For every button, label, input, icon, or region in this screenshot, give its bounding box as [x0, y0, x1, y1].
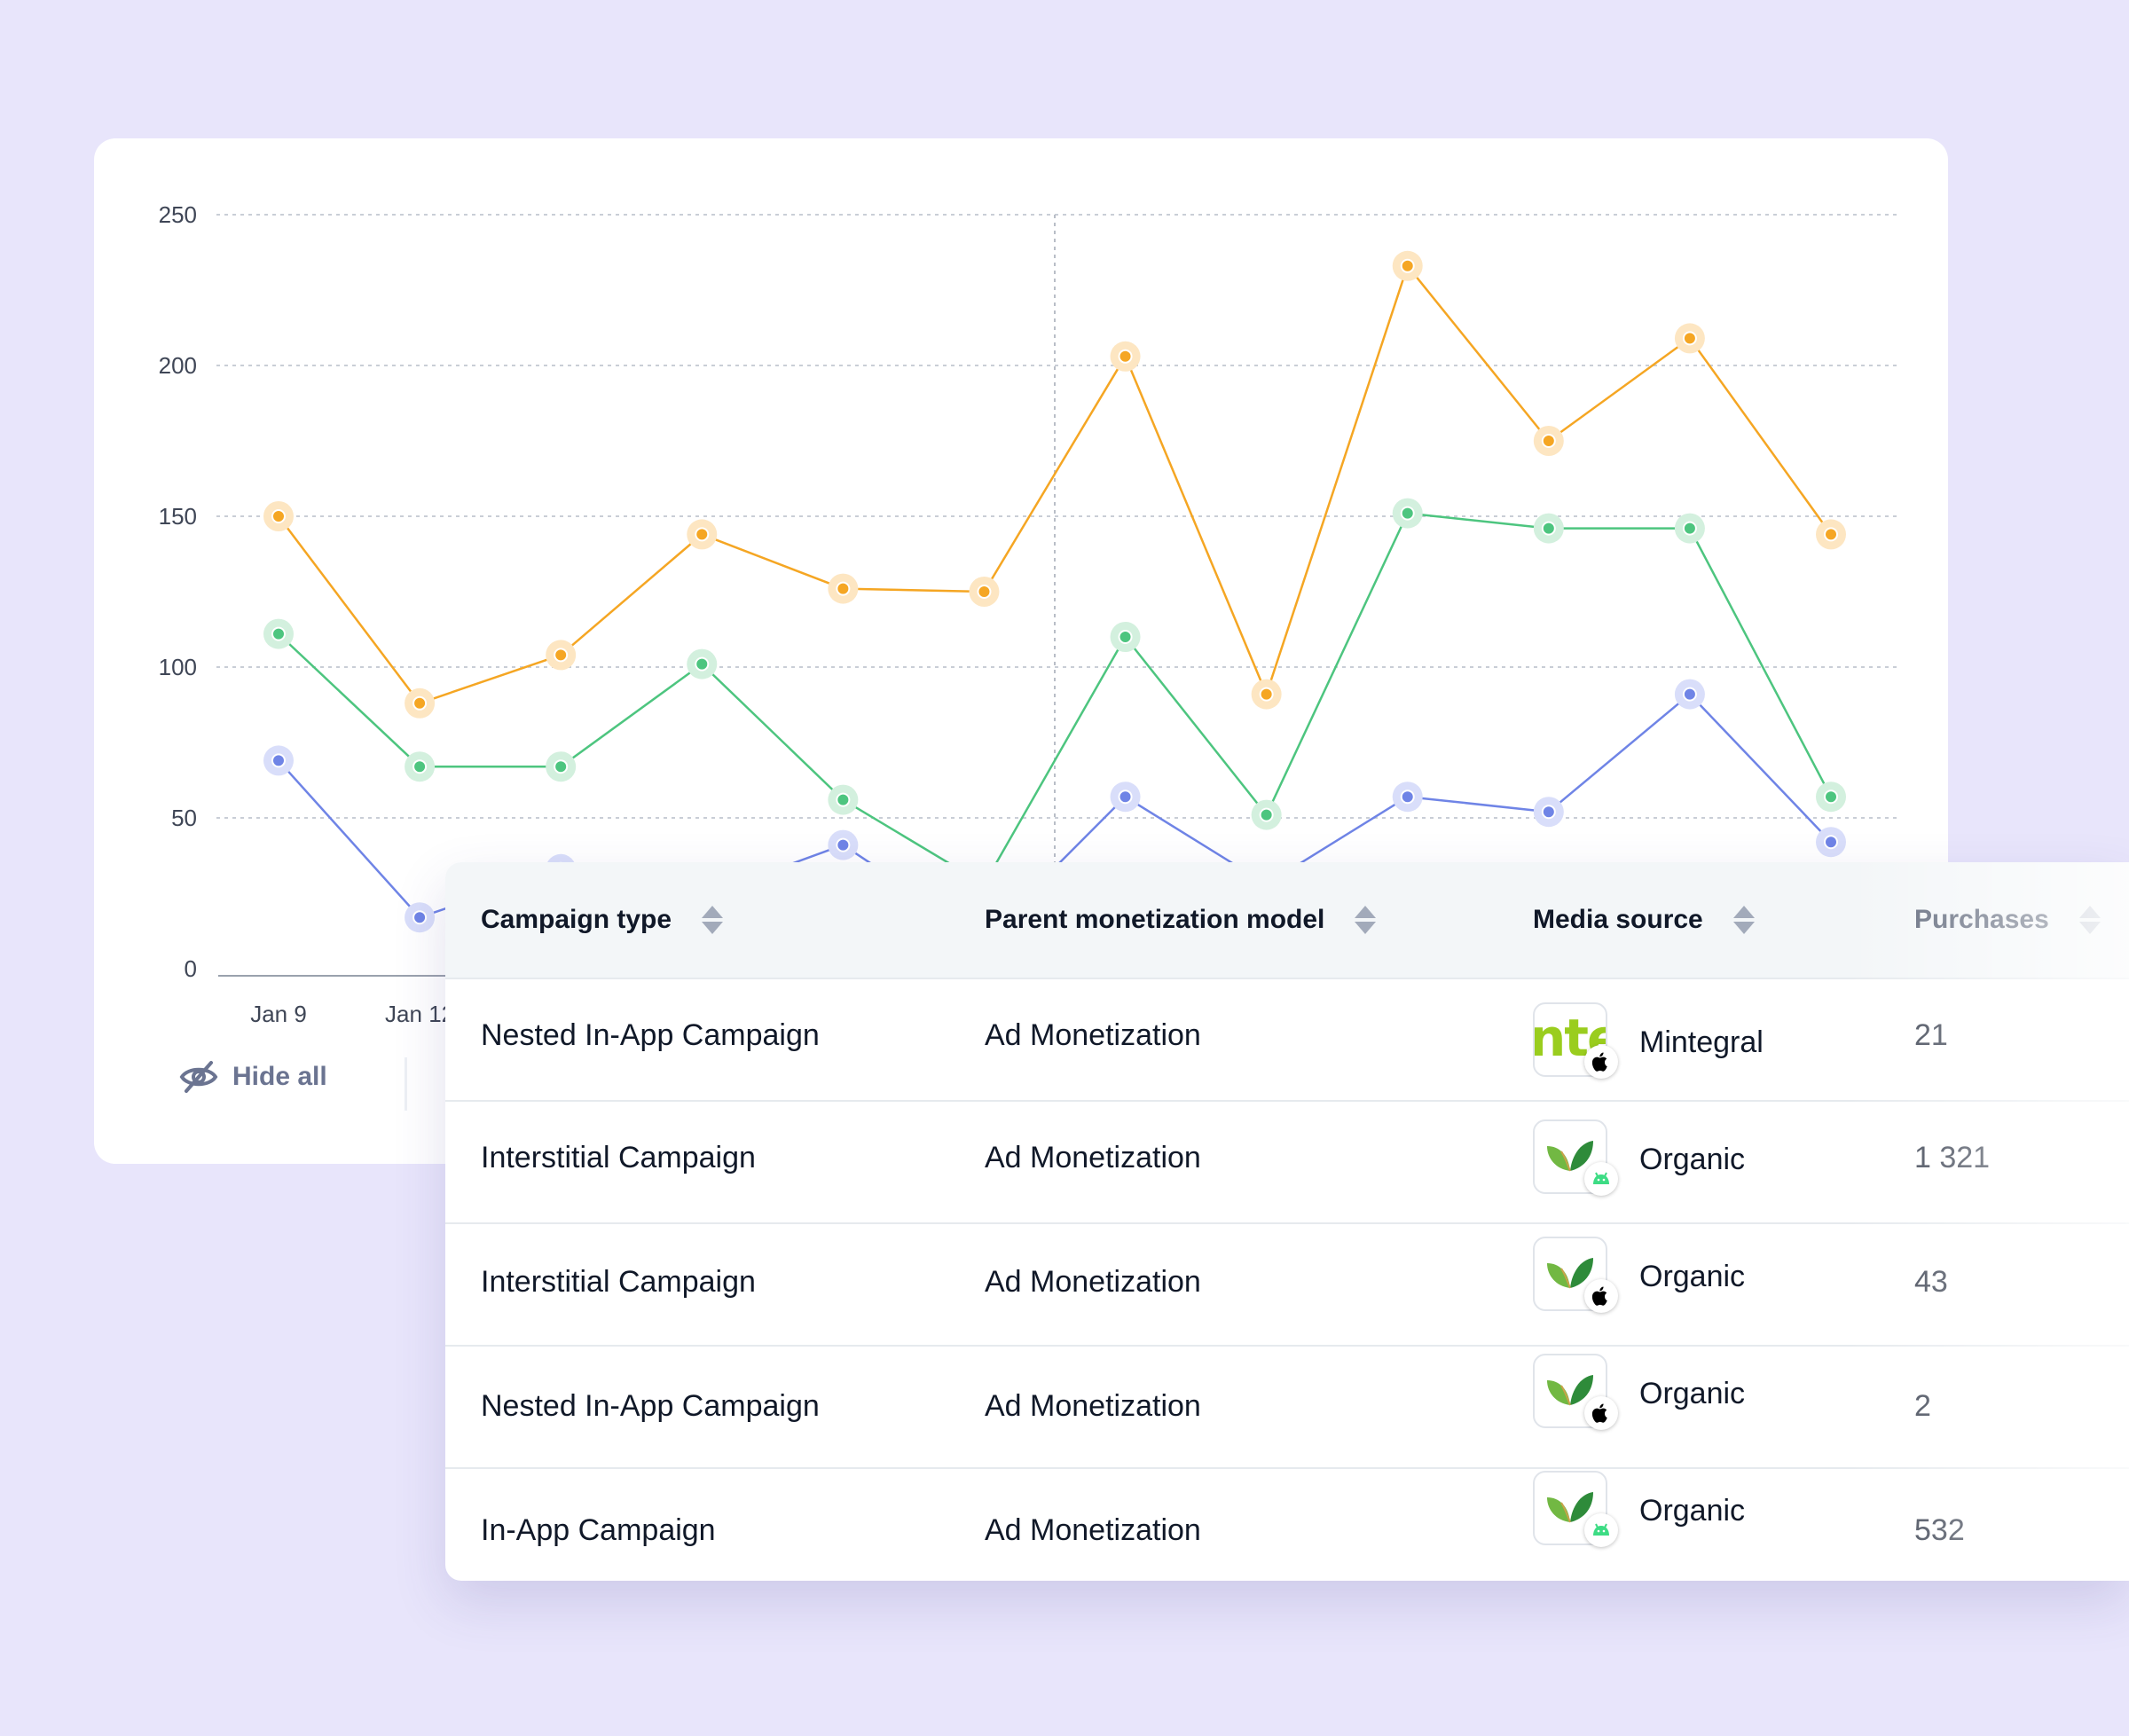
organic-leaf-logo	[1533, 1471, 1618, 1547]
data-point	[695, 656, 710, 672]
cell-monetization: Ad Monetization	[985, 1018, 1201, 1052]
hide-all-label: Hide all	[232, 1062, 327, 1091]
data-point	[1541, 521, 1556, 536]
cell-purchases: 1 321	[1914, 1141, 1991, 1174]
apple-icon	[1584, 1396, 1618, 1430]
cell-monetization: Ad Monetization	[985, 1389, 1201, 1423]
x-tick-label: Jan 9	[250, 1001, 307, 1027]
sort-arrows-icon	[702, 906, 724, 934]
data-point	[1824, 835, 1838, 850]
data-point	[554, 759, 569, 774]
data-point	[1118, 789, 1133, 805]
cell-purchases: 43	[1914, 1265, 1948, 1299]
cell-campaign-type: Nested In-App Campaign	[481, 1018, 820, 1052]
table-row[interactable]: Nested In-App Campaign Ad Monetization O…	[445, 1347, 2129, 1469]
y-tick-label: 0	[185, 955, 197, 982]
data-point	[554, 648, 569, 663]
cell-purchases: 2	[1914, 1389, 1931, 1423]
table-row[interactable]: Interstitial Campaign Ad Monetization Or…	[445, 1224, 2129, 1347]
y-tick-label: 50	[171, 805, 197, 831]
data-point	[836, 792, 851, 807]
cell-media-source: Organic	[1639, 1260, 1746, 1293]
header-campaign-type: Campaign type	[481, 905, 672, 934]
organic-leaf-logo	[1533, 1237, 1618, 1313]
data-point	[412, 759, 428, 774]
cell-monetization: Ad Monetization	[985, 1513, 1201, 1547]
cell-media-source: Mintegral	[1639, 1025, 1764, 1059]
cell-campaign-type: Nested In-App Campaign	[481, 1389, 820, 1423]
data-point	[271, 753, 286, 768]
data-point	[1400, 258, 1415, 273]
sort-monetization[interactable]: Parent monetization model	[985, 862, 1377, 978]
sort-media-source[interactable]: Media source	[1533, 862, 1755, 978]
sort-arrows-icon	[1732, 906, 1755, 934]
x-tick-label: Jan 12	[385, 1001, 454, 1027]
header-purchases: Purchases	[1914, 905, 2049, 934]
apple-icon	[1584, 1279, 1618, 1313]
line-chart: 250 200 150 100 50 0 Jan 9 Jan 12	[159, 201, 1898, 1027]
cell-monetization: Ad Monetization	[985, 1141, 1201, 1174]
table-row[interactable]: Interstitial Campaign Ad Monetization Or…	[445, 1102, 2129, 1224]
data-point	[1824, 789, 1838, 805]
cell-purchases: 532	[1914, 1513, 1965, 1547]
table-row[interactable]: Nested In-App Campaign Ad Monetization n…	[445, 979, 2129, 1102]
cell-campaign-type: Interstitial Campaign	[481, 1265, 756, 1299]
y-tick-label: 200	[159, 352, 197, 379]
data-point	[412, 910, 428, 925]
data-point	[695, 527, 710, 542]
data-point	[1541, 805, 1556, 820]
header-media-source: Media source	[1533, 905, 1703, 934]
table-row[interactable]: In-App Campaign Ad Monetization Organic …	[445, 1469, 2129, 1581]
data-point	[1824, 527, 1838, 542]
cell-campaign-type: In-App Campaign	[481, 1513, 716, 1547]
cell-media-source: Organic	[1639, 1377, 1746, 1410]
data-point	[1682, 331, 1697, 346]
hide-all-button[interactable]: Hide all	[179, 1050, 327, 1104]
legend-divider	[405, 1057, 407, 1111]
series-line	[278, 512, 1833, 886]
sort-purchases[interactable]: Purchases	[1914, 862, 2101, 978]
header-monetization: Parent monetization model	[985, 905, 1325, 934]
data-point	[1118, 349, 1133, 364]
data-point	[977, 585, 992, 599]
data-point	[1682, 687, 1697, 702]
campaign-table: Campaign type Parent monetization model …	[445, 862, 2129, 1581]
data-point	[1400, 506, 1415, 521]
data-point	[1118, 630, 1133, 644]
data-point	[836, 837, 851, 852]
organic-leaf-logo	[1533, 1354, 1618, 1430]
data-point	[1682, 521, 1697, 536]
y-tick-label: 150	[159, 503, 197, 530]
sort-arrows-icon	[2078, 906, 2101, 934]
cell-media-source: Organic	[1639, 1143, 1746, 1176]
organic-leaf-logo	[1533, 1119, 1618, 1196]
y-tick-label: 100	[159, 654, 197, 680]
data-point	[271, 626, 286, 641]
data-point	[1259, 687, 1274, 702]
cell-campaign-type: Interstitial Campaign	[481, 1141, 756, 1174]
y-tick-label: 250	[159, 201, 197, 228]
apple-icon	[1584, 1045, 1618, 1079]
cell-media-source: Organic	[1639, 1494, 1746, 1528]
sort-campaign-type[interactable]: Campaign type	[481, 862, 724, 978]
cell-purchases: 21	[1914, 1018, 1948, 1052]
android-icon	[1584, 1162, 1618, 1196]
mintegral-logo: nte	[1533, 1002, 1618, 1079]
data-point	[836, 581, 851, 596]
data-point	[1541, 434, 1556, 448]
android-icon	[1584, 1513, 1618, 1547]
sort-arrows-icon	[1355, 906, 1377, 934]
data-point	[1259, 807, 1274, 822]
series-line	[278, 264, 1833, 705]
eye-off-icon	[179, 1061, 218, 1093]
data-point	[271, 509, 286, 523]
data-point	[412, 695, 428, 711]
cell-monetization: Ad Monetization	[985, 1265, 1201, 1299]
data-point	[1400, 789, 1415, 805]
table-header: Campaign type Parent monetization model …	[445, 862, 2129, 979]
